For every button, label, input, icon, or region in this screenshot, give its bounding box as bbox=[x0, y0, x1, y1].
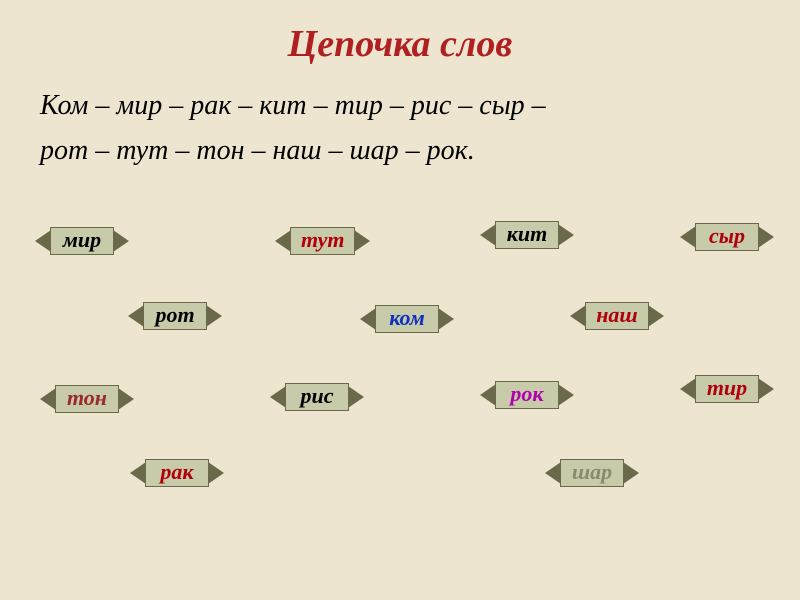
arrow-left-icon bbox=[480, 384, 496, 406]
page-title: Цепочка слов bbox=[0, 22, 800, 66]
arrow-left-icon bbox=[270, 386, 286, 408]
word-label: тир bbox=[695, 375, 759, 403]
chain-line-1: Ком – мир – рак – кит – тир – рис – сыр … bbox=[40, 84, 760, 129]
arrow-right-icon bbox=[558, 384, 574, 406]
word-box-ris: рис bbox=[270, 380, 364, 414]
arrow-left-icon bbox=[545, 462, 561, 484]
word-box-kom: ком bbox=[360, 302, 454, 336]
word-box-ton: тон bbox=[40, 382, 134, 416]
arrow-left-icon bbox=[480, 224, 496, 246]
word-box-shar: шар bbox=[545, 456, 639, 490]
arrow-right-icon bbox=[758, 226, 774, 248]
word-label: тон bbox=[55, 385, 119, 413]
word-label: рот bbox=[143, 302, 207, 330]
word-label: ком bbox=[375, 305, 439, 333]
chain-line-2: рот – тут – тон – наш – шар – рок. bbox=[40, 129, 760, 174]
arrow-right-icon bbox=[438, 308, 454, 330]
arrow-right-icon bbox=[118, 388, 134, 410]
arrow-right-icon bbox=[113, 230, 129, 252]
arrow-left-icon bbox=[570, 305, 586, 327]
word-label: кит bbox=[495, 221, 559, 249]
arrow-right-icon bbox=[648, 305, 664, 327]
word-canvas: мир тут кит сыр рот ком наш тон рис рок тир рак шар bbox=[0, 184, 800, 544]
word-box-rot: рот bbox=[128, 299, 222, 333]
arrow-left-icon bbox=[360, 308, 376, 330]
arrow-right-icon bbox=[354, 230, 370, 252]
word-label: шар bbox=[560, 459, 624, 487]
word-box-kit: кит bbox=[480, 218, 574, 252]
arrow-right-icon bbox=[348, 386, 364, 408]
word-box-rak: рак bbox=[130, 456, 224, 490]
arrow-right-icon bbox=[208, 462, 224, 484]
word-box-tir: тир bbox=[680, 372, 774, 406]
word-box-rok: рок bbox=[480, 378, 574, 412]
word-label: рак bbox=[145, 459, 209, 487]
arrow-left-icon bbox=[40, 388, 56, 410]
arrow-right-icon bbox=[758, 378, 774, 400]
word-label: рок bbox=[495, 381, 559, 409]
arrow-right-icon bbox=[623, 462, 639, 484]
word-label: сыр bbox=[695, 223, 759, 251]
arrow-left-icon bbox=[130, 462, 146, 484]
word-label: рис bbox=[285, 383, 349, 411]
word-box-nash: наш bbox=[570, 299, 664, 333]
word-label: тут bbox=[290, 227, 355, 255]
word-box-syr: сыр bbox=[680, 220, 774, 254]
word-label: наш bbox=[585, 302, 649, 330]
word-box-tut: тут bbox=[275, 224, 370, 258]
word-label: мир bbox=[50, 227, 114, 255]
arrow-left-icon bbox=[128, 305, 144, 327]
arrow-left-icon bbox=[275, 230, 291, 252]
arrow-left-icon bbox=[680, 226, 696, 248]
arrow-right-icon bbox=[558, 224, 574, 246]
word-box-mir: мир bbox=[35, 224, 129, 258]
arrow-left-icon bbox=[680, 378, 696, 400]
word-chain: Ком – мир – рак – кит – тир – рис – сыр … bbox=[0, 84, 800, 174]
arrow-right-icon bbox=[206, 305, 222, 327]
arrow-left-icon bbox=[35, 230, 51, 252]
